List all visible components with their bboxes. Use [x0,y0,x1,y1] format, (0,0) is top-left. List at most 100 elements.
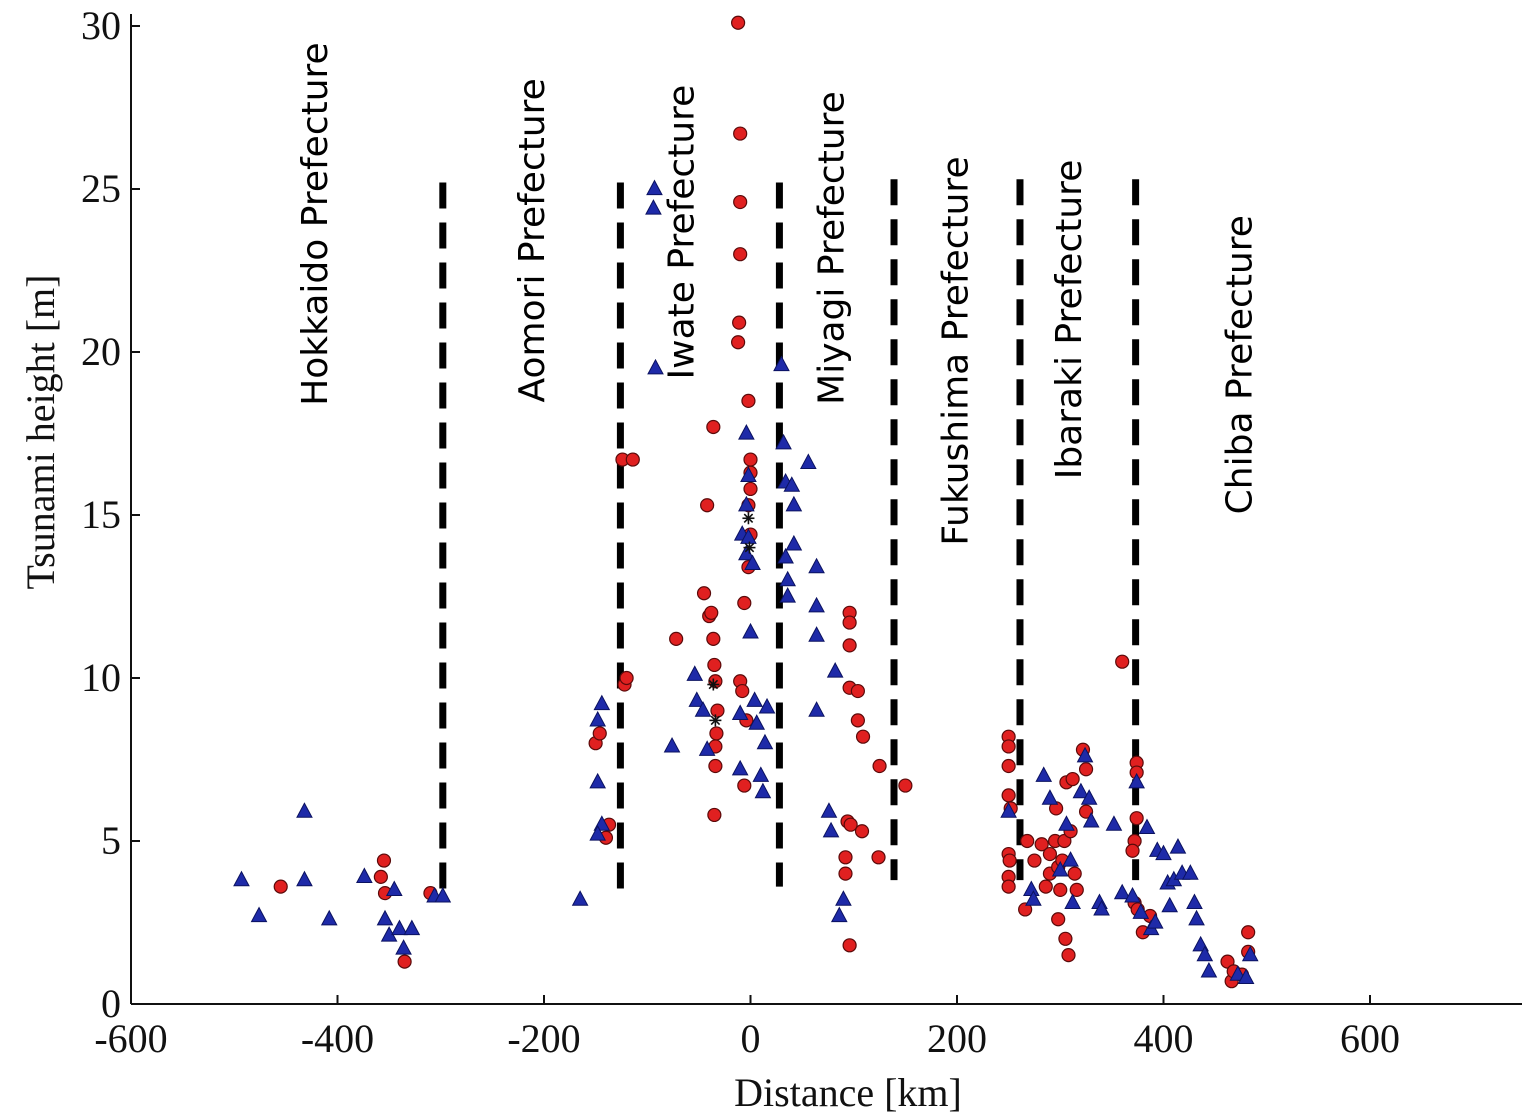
circle-data-point [1038,879,1053,894]
circle-data-point [592,726,607,741]
triangle-data-point [1229,965,1247,981]
circle-data-point [700,498,715,513]
triangle-data-point [1051,860,1069,877]
circle-data-point [1078,804,1094,819]
triangle-data-point [1186,893,1203,910]
triangle-data-point [1105,815,1123,831]
circle-data-point [850,713,865,728]
circle-data-point [898,778,913,793]
triangle-data-point [589,825,607,841]
circle-data-point [706,419,721,435]
circle-data-point [1061,947,1076,963]
triangle-data-point [1200,961,1218,978]
triangle-data-point [1025,890,1042,906]
y-tick-label: 20 [81,329,121,374]
x-tick-label: -600 [94,1016,167,1061]
triangle-data-point [1196,945,1214,962]
circle-data-point [709,726,724,741]
triangle-data-point [434,886,452,903]
circle-data-point [1078,762,1094,777]
circle-data-point [1001,788,1016,803]
triangle-data-point [1182,864,1199,880]
triangle-data-point [1169,838,1187,854]
circle-data-point [741,393,756,408]
circle-data-point [737,778,752,793]
triangle-data-point [296,802,313,818]
triangle-data-point [403,919,421,936]
circle-data-point [1115,654,1130,669]
triangle-data-point [742,622,759,639]
triangle-data-point [835,890,852,906]
triangle-data-point [808,557,825,574]
triangle-data-point [779,587,797,603]
prefecture-label: Chiba Prefecture [1219,215,1260,514]
triangle-data-point [647,358,664,375]
triangle-data-point [688,691,706,707]
prefecture-label: Hokkaido Prefecture [295,42,336,405]
circle-data-point [871,850,886,865]
y-axis-title: Tsunami height [m] [18,275,63,590]
triangle-data-point [738,424,755,440]
triangle-data-point [773,355,790,372]
circle-data-point [710,703,725,718]
triangle-data-point [1076,746,1094,763]
triangle-data-point [1023,880,1040,896]
circle-data-point [737,595,752,611]
triangle-data-point [1124,886,1141,903]
triangle-data-point [740,528,757,544]
triangle-data-point [250,906,268,923]
circle-data-point [731,335,746,350]
circle-data-point [842,615,857,630]
triangle-data-point [1188,909,1205,926]
x-tick-label: 400 [1134,1016,1194,1061]
triangle-data-point [799,453,817,469]
prefecture-labels: Hokkaido Prefecture Aomori Prefecture Iwat… [295,42,1260,545]
circle-data-point [707,657,722,673]
triangle-data-point [744,554,761,570]
prefecture-label: Ibaraki Prefecture [1049,160,1090,480]
y-tick-label: 30 [81,3,121,48]
circle-data-point [850,683,865,699]
triangle-data-point [756,733,774,750]
triangle-data-point [1093,900,1110,916]
triangle-data-point [356,867,373,883]
triangle-data-point [752,766,770,782]
circle-data-point [854,824,870,839]
triangle-data-point [754,782,772,799]
circle-data-point [732,315,747,330]
circle-data-point [842,638,857,653]
circle-data-point [1053,882,1068,898]
asterisk-data-point [709,714,722,727]
circle-data-point [1027,853,1042,868]
circle-data-point [743,452,758,467]
triangle-data-point [233,870,250,887]
triangle-data-point [1058,815,1075,831]
circle-data-point [1129,811,1144,826]
circle-data-point [733,194,748,210]
circle-data-point [872,758,887,774]
circle-data-point [707,807,722,823]
triangle-data-point [645,199,662,215]
y-tick-label: 10 [81,655,121,700]
triangle-data-point [1041,789,1059,805]
triangle-data-point [385,880,403,896]
circle-data-point [625,452,640,467]
triangle-data-point [1035,766,1053,782]
asterisk-data-point [742,512,755,525]
asterisk-data-point [743,541,756,554]
x-tick-label: -400 [301,1016,374,1061]
circle-data-point [735,683,750,699]
circle-data-point [733,126,748,141]
triangle-data-point [746,691,763,707]
x-axis-title: Distance [km] [734,1070,962,1115]
y-tick-label: 5 [101,818,121,863]
circle-data-point [1042,846,1058,862]
triangle-data-point [785,534,803,551]
triangle-data-point [740,466,757,482]
triangle-data-point [1237,968,1255,985]
triangle-data-point [808,596,825,613]
circle-data-point [743,481,758,497]
circle-data-point [842,938,857,953]
asterisk-data-point [707,678,720,691]
circle-data-point [1020,833,1035,849]
